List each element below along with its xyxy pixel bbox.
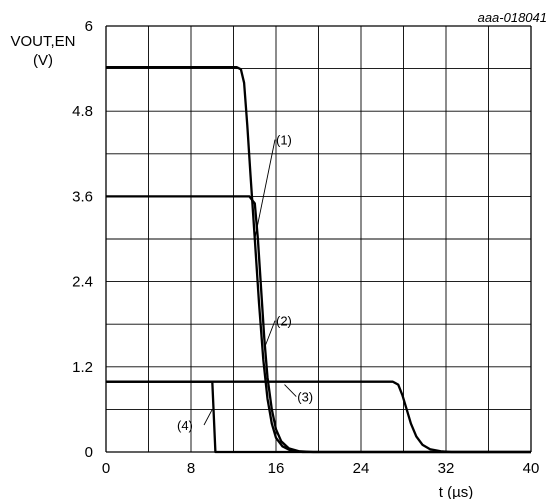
y-tick-labels: 0 1.2 2.4 3.6 4.8 6 (72, 18, 93, 461)
series-line-2 (106, 195, 531, 454)
x-tick-label: 32 (438, 460, 455, 477)
y-tick-label: 3.6 (72, 188, 93, 205)
series-label: (1) (276, 133, 292, 148)
x-tick-labels: 0 8 16 24 32 40 (102, 460, 540, 477)
y-tick-label: 0 (85, 444, 93, 461)
series-label-leader (264, 320, 276, 346)
y-tick-label: 6 (85, 18, 93, 35)
x-tick-label: 24 (353, 460, 370, 477)
y-axis-unit: (V) (33, 52, 53, 69)
series-label-leader (203, 409, 213, 426)
x-tick-label: 8 (187, 460, 195, 477)
series-label: (2) (276, 314, 292, 329)
x-tick-label: 40 (523, 460, 540, 477)
series-line-1 (106, 66, 531, 454)
chart-grid (105, 25, 532, 453)
series-line-4 (106, 380, 531, 454)
x-tick-label: 0 (102, 460, 110, 477)
chart-series (106, 66, 531, 454)
y-tick-label: 2.4 (72, 274, 93, 291)
series-label: (4) (177, 418, 193, 433)
y-tick-label: 1.2 (72, 359, 93, 376)
series-label-leaders (203, 139, 297, 426)
x-tick-label: 16 (268, 460, 285, 477)
series-labels: (1) (2) (3) (4) (177, 133, 313, 433)
x-axis-label: t (µs) (439, 484, 473, 499)
series-label-leader (254, 139, 276, 240)
series-label-leader (284, 384, 297, 397)
figure-code: aaa-018041 (478, 10, 547, 25)
y-tick-label: 4.8 (72, 103, 93, 120)
series-label: (3) (297, 390, 313, 405)
y-axis-label: VOUT,EN (10, 33, 75, 50)
